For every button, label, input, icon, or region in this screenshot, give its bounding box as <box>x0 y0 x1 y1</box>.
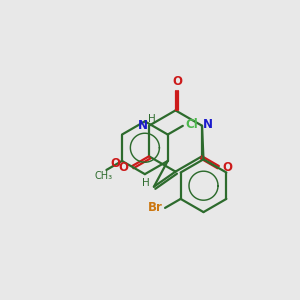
Text: O: O <box>118 161 128 174</box>
Text: O: O <box>110 157 120 170</box>
Text: CH₃: CH₃ <box>95 171 113 182</box>
Text: N: N <box>138 119 148 132</box>
Text: O: O <box>223 161 232 174</box>
Text: N: N <box>202 118 212 131</box>
Text: Cl: Cl <box>185 118 198 131</box>
Text: H: H <box>142 178 149 188</box>
Text: H: H <box>148 114 155 124</box>
Text: Br: Br <box>148 201 163 214</box>
Text: O: O <box>172 75 182 88</box>
